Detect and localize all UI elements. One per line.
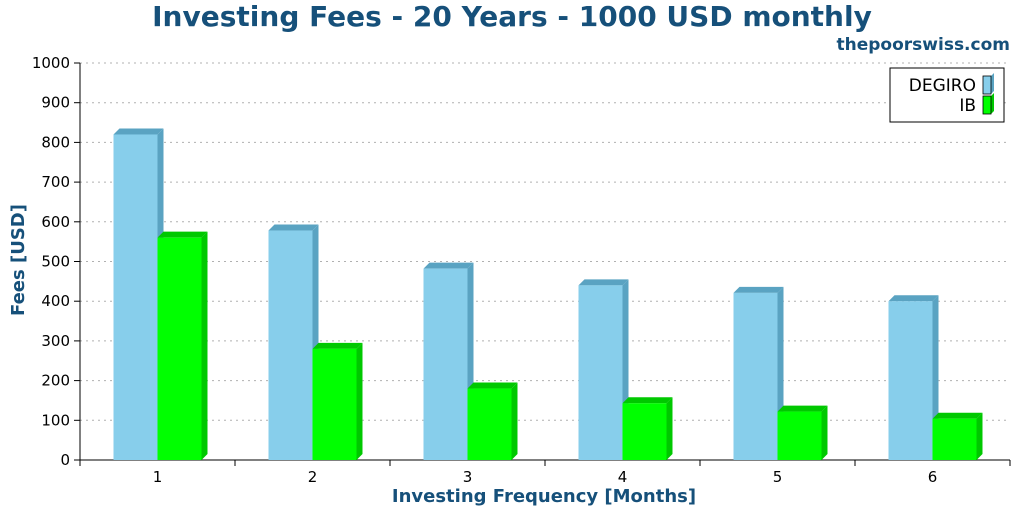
source-label: thepoorswiss.com — [836, 35, 1011, 55]
bar-top — [622, 397, 673, 404]
legend-label-degiro: DEGIRO — [909, 76, 976, 96]
grid-lines — [80, 62, 1010, 421]
bar-top — [932, 412, 983, 419]
bar-side — [511, 382, 518, 460]
y-axis: 0 100 200 300 400 500 600 700 800 900 1000 — [32, 54, 81, 469]
x-tick-label: 4 — [618, 468, 628, 486]
bar-degiro-5 — [733, 286, 784, 460]
bar-front — [157, 237, 202, 460]
legend-swatch-degiro — [982, 75, 992, 95]
bar-front — [113, 134, 158, 460]
bar-top — [733, 286, 784, 293]
bar-front — [423, 268, 468, 460]
x-tick-label: 5 — [773, 468, 783, 486]
y-axis-title: Fees [USD] — [8, 204, 29, 316]
bar-top — [467, 382, 518, 389]
y-tick-label: 900 — [41, 94, 70, 112]
bar-side — [821, 405, 828, 460]
bar-front — [733, 292, 778, 460]
y-tick-label: 200 — [41, 372, 70, 390]
bar-front — [932, 418, 977, 460]
bar-top — [157, 231, 208, 238]
bar-top — [268, 224, 319, 231]
x-tick-label: 1 — [153, 468, 163, 486]
bar-front — [312, 348, 357, 460]
bar-side — [666, 397, 673, 460]
bar-degiro-2 — [268, 224, 319, 460]
bar-ib-4 — [622, 397, 673, 460]
x-tick-label: 6 — [928, 468, 938, 486]
bar-top — [113, 128, 164, 135]
bar-ib-6 — [932, 412, 983, 460]
bar-degiro-6 — [888, 295, 939, 460]
bar-side — [356, 342, 363, 460]
bar-front — [777, 411, 822, 460]
bar-side — [201, 231, 208, 460]
y-tick-label: 700 — [41, 173, 70, 191]
bar-front — [578, 285, 623, 460]
y-tick-label: 1000 — [32, 54, 70, 72]
bar-side — [976, 412, 983, 460]
bar-front — [888, 301, 933, 460]
bar-degiro-4 — [578, 279, 629, 460]
bar-front — [268, 230, 313, 460]
y-tick-label: 300 — [41, 332, 70, 350]
legend-swatch-side — [991, 93, 994, 114]
bar-degiro-1 — [113, 128, 164, 460]
bar-top — [312, 342, 363, 349]
y-tick-label: 0 — [60, 451, 70, 469]
bar-degiro-3 — [423, 262, 474, 460]
bar-top — [777, 405, 828, 412]
x-tick-label: 2 — [308, 468, 318, 486]
bar-ib-1 — [157, 231, 208, 460]
bar-front — [622, 403, 667, 460]
bar-top — [888, 295, 939, 302]
y-tick-label: 500 — [41, 253, 70, 271]
bar-top — [578, 279, 629, 286]
legend-swatch-ib — [982, 95, 992, 115]
bar-ib-2 — [312, 342, 363, 460]
legend-label-ib: IB — [959, 96, 976, 116]
bar-ib-5 — [777, 405, 828, 460]
bar-front — [467, 388, 512, 460]
bar-top — [423, 262, 474, 269]
bar-ib-3 — [467, 382, 518, 460]
y-tick-label: 400 — [41, 292, 70, 310]
y-tick-label: 600 — [41, 213, 70, 231]
bars — [113, 128, 983, 460]
legend-swatch-side — [991, 73, 994, 94]
x-axis: 1 2 3 4 5 6 — [79, 459, 1011, 486]
x-tick-label: 3 — [463, 468, 473, 486]
chart-title: Investing Fees - 20 Years - 1000 USD mon… — [152, 0, 872, 33]
x-axis-title: Investing Frequency [Months] — [392, 486, 696, 507]
y-tick-label: 100 — [41, 411, 70, 429]
y-tick-label: 800 — [41, 133, 70, 151]
